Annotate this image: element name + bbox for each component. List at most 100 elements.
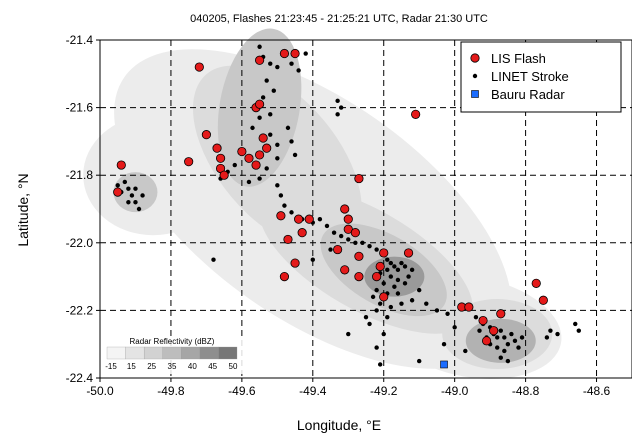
lis-flash-point: [258, 133, 268, 143]
linet-stroke-point: [250, 125, 255, 131]
linet-stroke-point: [338, 105, 344, 110]
x-tick-label: -49.6: [228, 384, 256, 398]
linet-stroke-point: [388, 274, 394, 279]
lis-flash-point: [340, 265, 350, 275]
x-tick-label: -49.2: [370, 384, 398, 398]
linet-stroke-point: [289, 210, 294, 215]
lis-flash-point: [194, 62, 204, 72]
colorbar-swatch: [143, 346, 163, 360]
legend-label: LIS Flash: [491, 51, 546, 66]
x-tick-label: -49.0: [441, 384, 469, 398]
linet-stroke-point: [264, 166, 269, 171]
linet-stroke-point: [385, 257, 390, 262]
lis-flash-point: [333, 244, 343, 255]
linet-stroke-point: [335, 98, 340, 104]
legend-marker-linet: [472, 73, 478, 79]
linet-stroke-point: [555, 331, 560, 337]
linet-stroke-point: [129, 193, 135, 198]
linet-stroke-point: [296, 68, 301, 73]
linet-stroke-point: [268, 132, 273, 137]
lis-flash-point: [354, 271, 364, 282]
linet-stroke-point: [126, 186, 131, 191]
linet-stroke-point: [445, 311, 450, 316]
lis-flash-point: [283, 234, 293, 245]
legend-marker-lis: [470, 53, 480, 63]
x-tick-label: -49.8: [157, 384, 185, 398]
lis-flash-point: [290, 258, 300, 268]
bauru-radar-point: [440, 360, 448, 369]
legend-label: Bauru Radar: [491, 87, 565, 102]
colorbar-label: Radar Reflectivity (dBZ): [130, 337, 215, 346]
legend-box: [460, 41, 622, 113]
colorbar-swatch: [162, 346, 182, 360]
linet-stroke-point: [328, 247, 333, 252]
lis-flash-point: [354, 173, 364, 184]
linet-stroke-point: [381, 331, 386, 337]
linet-stroke-point: [374, 345, 379, 350]
linet-stroke-point: [122, 179, 128, 185]
lis-flash-point: [212, 143, 222, 153]
linet-stroke-point: [126, 200, 131, 205]
lis-flash-point: [237, 146, 247, 157]
linet-stroke-point: [275, 183, 280, 188]
colorbar-swatch: [218, 346, 238, 360]
linet-stroke-point: [495, 335, 500, 340]
linet-stroke-point: [257, 44, 262, 49]
lis-flash-point: [276, 211, 286, 221]
linet-stroke-point: [303, 51, 308, 56]
lis-flash-point: [255, 150, 265, 160]
lis-flash-point: [496, 309, 506, 319]
linet-stroke-point: [402, 264, 408, 269]
linet-stroke-point: [246, 179, 252, 185]
legend-marker-radar: [471, 90, 479, 98]
linet-stroke-point: [452, 325, 457, 330]
linet-stroke-point: [473, 314, 479, 320]
data-points: [113, 44, 581, 369]
y-tick-label: -21.4: [66, 33, 94, 47]
colorbar-swatch: [181, 346, 201, 360]
linet-stroke-point: [395, 277, 401, 283]
linet-stroke-point: [374, 247, 379, 252]
colorbar-tick-label: -15: [105, 362, 117, 371]
linet-stroke-point: [374, 287, 379, 293]
reflectivity-cell: [465, 318, 536, 363]
linet-stroke-point: [417, 287, 422, 293]
linet-stroke-point: [324, 223, 330, 229]
linet-stroke-point: [392, 264, 397, 269]
lis-flash-point: [379, 248, 389, 258]
lis-flash-point: [304, 214, 314, 224]
linet-stroke-point: [395, 267, 401, 273]
linet-stroke-point: [268, 112, 273, 117]
linet-stroke-point: [257, 115, 262, 120]
linet-stroke-point: [381, 281, 386, 286]
linet-stroke-point: [495, 345, 500, 350]
linet-stroke-point: [331, 230, 337, 235]
lis-flash-point: [255, 99, 265, 109]
linet-stroke-point: [388, 304, 394, 310]
linet-stroke-point: [140, 193, 145, 198]
lis-flash-point: [531, 278, 541, 288]
lis-flash-point: [262, 143, 272, 153]
linet-stroke-point: [275, 156, 280, 161]
linet-stroke-point: [385, 267, 390, 273]
linet-stroke-point: [285, 125, 291, 131]
linet-stroke-point: [399, 260, 404, 266]
linet-stroke-point: [271, 88, 276, 93]
x-axis-label: Longitude, °E: [297, 417, 381, 433]
y-axis-label: Latitude, °N: [15, 173, 31, 246]
linet-stroke-point: [136, 206, 142, 212]
lis-flash-point: [379, 292, 389, 302]
lis-flash-point: [411, 109, 421, 119]
linet-stroke-point: [434, 308, 440, 313]
y-tick-label: -22.0: [66, 236, 94, 250]
plot-frame: [99, 39, 632, 379]
lis-flash-point: [255, 55, 265, 65]
colorbar-tick-label: 15: [127, 362, 136, 371]
linet-stroke-point: [512, 338, 518, 344]
linet-stroke-point: [367, 321, 372, 327]
lis-flash-point: [354, 251, 364, 261]
y-axis-ticks: -21.4 -21.6 -21.8 -22.0 -22.2 -22.4: [66, 33, 100, 385]
lis-flash-point: [350, 228, 360, 238]
lis-flash-point: [403, 248, 414, 258]
